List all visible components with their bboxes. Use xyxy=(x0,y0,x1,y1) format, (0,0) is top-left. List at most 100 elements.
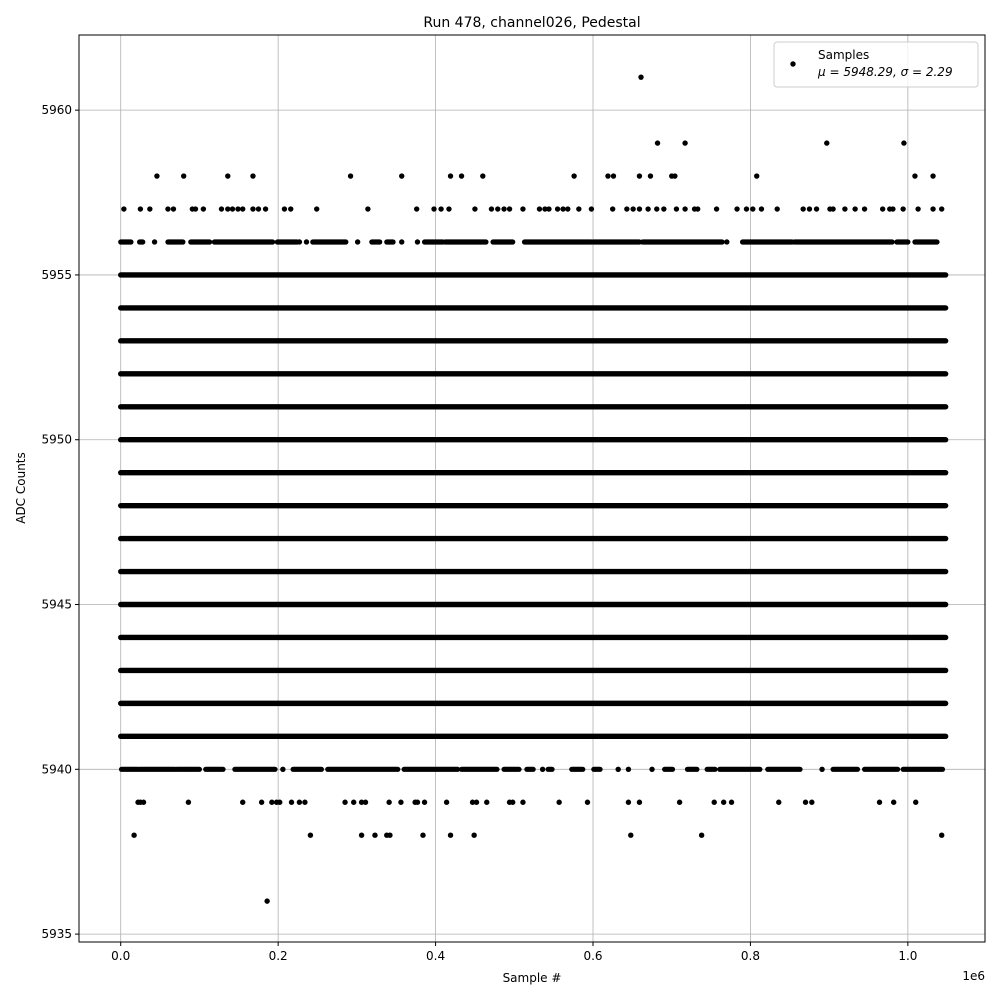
data-point xyxy=(774,206,780,212)
y-tick-label: 5935 xyxy=(41,927,72,941)
data-point xyxy=(930,173,936,179)
data-point xyxy=(711,799,717,805)
data-point xyxy=(225,206,231,212)
x-tick-label: 0.6 xyxy=(583,949,602,963)
data-point xyxy=(354,239,361,245)
data-point xyxy=(121,206,127,212)
y-axis-label: ADC Counts xyxy=(14,452,28,524)
data-point xyxy=(556,799,562,805)
legend-marker xyxy=(790,61,796,67)
data-point xyxy=(912,173,918,179)
data-point xyxy=(750,206,756,212)
data-point xyxy=(819,766,825,773)
data-point xyxy=(939,832,945,838)
data-point xyxy=(288,206,294,212)
data-point xyxy=(506,206,513,212)
data-point xyxy=(280,766,286,773)
data-point xyxy=(605,173,611,179)
data-point xyxy=(813,206,820,212)
data-point xyxy=(615,766,621,773)
data-point xyxy=(630,206,636,212)
data-point xyxy=(776,799,782,805)
data-point xyxy=(624,206,630,212)
data-point xyxy=(170,206,177,212)
data-point xyxy=(939,206,945,212)
x-axis-offset-label: 1e6 xyxy=(962,969,985,983)
data-point xyxy=(180,173,187,179)
data-point xyxy=(414,799,421,805)
chart-title: Run 478, channel026, Pedestal xyxy=(423,15,640,31)
data-point xyxy=(609,206,616,212)
data-point xyxy=(754,173,760,179)
data-point xyxy=(698,832,705,838)
y-tick-label: 5960 xyxy=(41,103,72,117)
data-point xyxy=(672,173,678,179)
data-point xyxy=(421,799,428,805)
data-point xyxy=(488,206,495,212)
data-point xyxy=(413,206,420,212)
data-point xyxy=(495,206,501,212)
data-point xyxy=(861,206,868,212)
data-point xyxy=(728,799,735,805)
data-point xyxy=(147,206,153,212)
data-point xyxy=(682,140,688,146)
data-point xyxy=(414,239,421,245)
data-point xyxy=(447,832,454,838)
data-point xyxy=(520,799,526,805)
data-point xyxy=(314,206,320,212)
data-point xyxy=(277,799,283,805)
data-point xyxy=(431,206,437,212)
data-point xyxy=(438,206,444,212)
data-point xyxy=(890,206,896,212)
data-point xyxy=(682,206,688,212)
plot-frame xyxy=(78,34,986,943)
data-point xyxy=(546,206,552,212)
data-point xyxy=(250,206,256,212)
y-tick-label: 5940 xyxy=(41,762,72,776)
axis-ticks: 0.0 0.2 0.4 0.6 0.8 1.0 5935 5940 5945 5950 5955 59… xyxy=(41,103,917,963)
data-point xyxy=(625,799,632,805)
data-point xyxy=(218,206,225,212)
data-point xyxy=(654,206,660,212)
data-point xyxy=(296,239,303,245)
data-point xyxy=(890,799,897,805)
legend-box xyxy=(773,41,979,88)
data-point xyxy=(446,206,452,212)
data-point xyxy=(636,173,643,179)
data-point xyxy=(876,799,883,805)
data-point xyxy=(713,206,720,212)
data-point xyxy=(734,206,740,212)
y-tick-label: 5955 xyxy=(41,268,72,282)
data-point xyxy=(743,206,750,212)
data-point xyxy=(255,206,262,212)
data-point xyxy=(676,799,683,805)
data-point xyxy=(560,206,566,212)
data-point xyxy=(584,799,591,805)
data-point xyxy=(720,799,727,805)
data-point xyxy=(443,799,450,805)
data-point xyxy=(879,206,886,212)
data-point xyxy=(250,173,256,179)
data-point xyxy=(636,206,643,212)
data-point xyxy=(229,206,236,212)
y-tick-label: 5945 xyxy=(41,598,72,612)
data-point xyxy=(645,206,651,212)
data-point xyxy=(302,799,308,805)
data-point xyxy=(372,832,378,838)
data-point xyxy=(694,206,701,212)
data-point xyxy=(628,832,634,838)
data-point xyxy=(800,206,806,212)
data-point xyxy=(165,206,171,212)
data-point xyxy=(852,206,858,212)
data-point xyxy=(235,206,241,212)
data-point xyxy=(654,140,661,146)
x-tick-label: 0.4 xyxy=(426,949,445,963)
data-point xyxy=(358,832,365,838)
data-point xyxy=(307,832,314,838)
data-point xyxy=(510,799,516,805)
data-marks xyxy=(118,74,949,904)
data-point xyxy=(358,799,365,805)
x-tick-label: 0.0 xyxy=(111,949,130,963)
